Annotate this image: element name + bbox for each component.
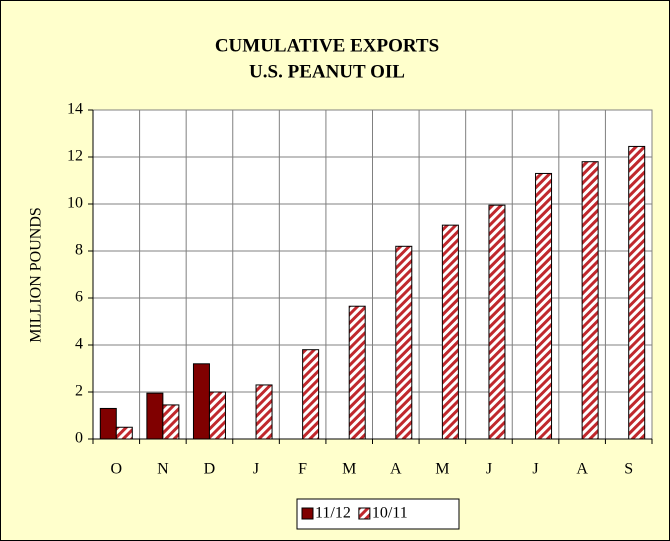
- bar: [192, 363, 210, 440]
- y-tick-label: 12: [67, 148, 83, 165]
- y-tick-label: 14: [67, 101, 83, 118]
- bar: [99, 407, 117, 440]
- y-tick-label: 6: [75, 289, 83, 306]
- bar: [628, 145, 646, 440]
- bar: [115, 426, 133, 440]
- x-tick-label: O: [111, 461, 123, 478]
- y-tick-label: 4: [75, 336, 83, 353]
- x-tick-label: M: [435, 461, 449, 478]
- x-tick-label: S: [624, 461, 633, 478]
- bar: [441, 224, 459, 440]
- x-tick-label: A: [576, 461, 588, 478]
- x-tick-label: J: [486, 461, 492, 478]
- bar: [208, 391, 226, 440]
- x-tick-label: J: [532, 461, 538, 478]
- x-tick-label: D: [204, 461, 216, 478]
- legend-box: [296, 498, 460, 530]
- bar: [146, 392, 164, 440]
- bar: [535, 172, 553, 440]
- bar: [255, 384, 273, 440]
- legend-label: 10/11: [372, 505, 408, 522]
- x-tick-label: M: [342, 461, 356, 478]
- bar: [581, 161, 599, 440]
- chart-subtitle: U.S. PEANUT OIL: [249, 61, 405, 82]
- y-tick-label: 2: [75, 383, 83, 400]
- x-tick-label: N: [157, 461, 169, 478]
- legend-swatch: [301, 507, 314, 520]
- y-tick-label: 0: [75, 430, 83, 447]
- legend-swatch: [358, 507, 371, 520]
- y-tick-label: 8: [75, 242, 83, 259]
- bar: [348, 305, 366, 440]
- chart-title: CUMULATIVE EXPORTS: [215, 35, 439, 56]
- bar: [302, 349, 320, 440]
- y-tick-label: 10: [67, 195, 83, 212]
- x-tick-label: A: [390, 461, 402, 478]
- bar: [395, 245, 413, 440]
- x-tick-label: F: [298, 461, 307, 478]
- bar: [162, 404, 180, 440]
- bar: [488, 204, 506, 440]
- x-tick-label: J: [253, 461, 259, 478]
- y-axis-label: MILLION POUNDS: [28, 207, 45, 343]
- legend-label: 11/12: [315, 505, 351, 522]
